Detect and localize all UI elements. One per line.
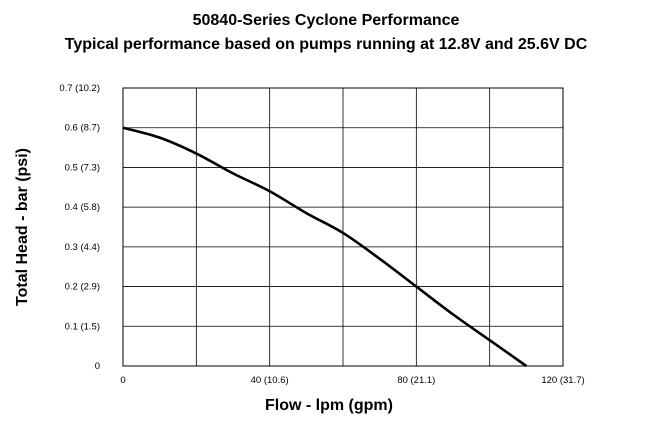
- chart-subtitle: Typical performance based on pumps runni…: [64, 36, 588, 53]
- y-tick-label: 0.7 (10.2): [59, 83, 100, 94]
- x-tick-label: 0: [120, 375, 125, 386]
- y-tick-label: 0.6 (8.7): [65, 123, 100, 134]
- x-tick-label: 40 (10.6): [251, 375, 289, 386]
- series-line: [122, 126, 528, 368]
- y-tick-label: 0: [95, 361, 100, 372]
- y-tick-label: 0.5 (7.3): [65, 162, 100, 173]
- x-tick-label: 80 (21.1): [397, 375, 435, 386]
- x-tick-labels: 0 40 (10.6) 80 (21.1) 120 (31.7): [120, 375, 584, 386]
- series-group: [122, 126, 528, 368]
- y-axis-label: Total Head - bar (psi): [14, 148, 31, 306]
- y-tick-label: 0.2 (2.9): [65, 282, 100, 293]
- y-tick-label: 0.4 (5.8): [65, 202, 100, 213]
- x-tick-label: 120 (31.7): [541, 375, 584, 386]
- y-tick-label: 0.3 (4.4): [65, 242, 100, 253]
- plot-frame: [122, 87, 564, 367]
- y-tick-labels: 0 0.1 (1.5) 0.2 (2.9) 0.3 (4.4) 0.4 (5.8) 0.5…: [59, 83, 100, 372]
- grid-lines: [123, 88, 563, 366]
- x-axis-label: Flow - lpm (gpm): [265, 397, 393, 414]
- chart-title: 50840-Series Cyclone Performance: [192, 12, 460, 29]
- y-tick-label: 0.1 (1.5): [65, 321, 100, 332]
